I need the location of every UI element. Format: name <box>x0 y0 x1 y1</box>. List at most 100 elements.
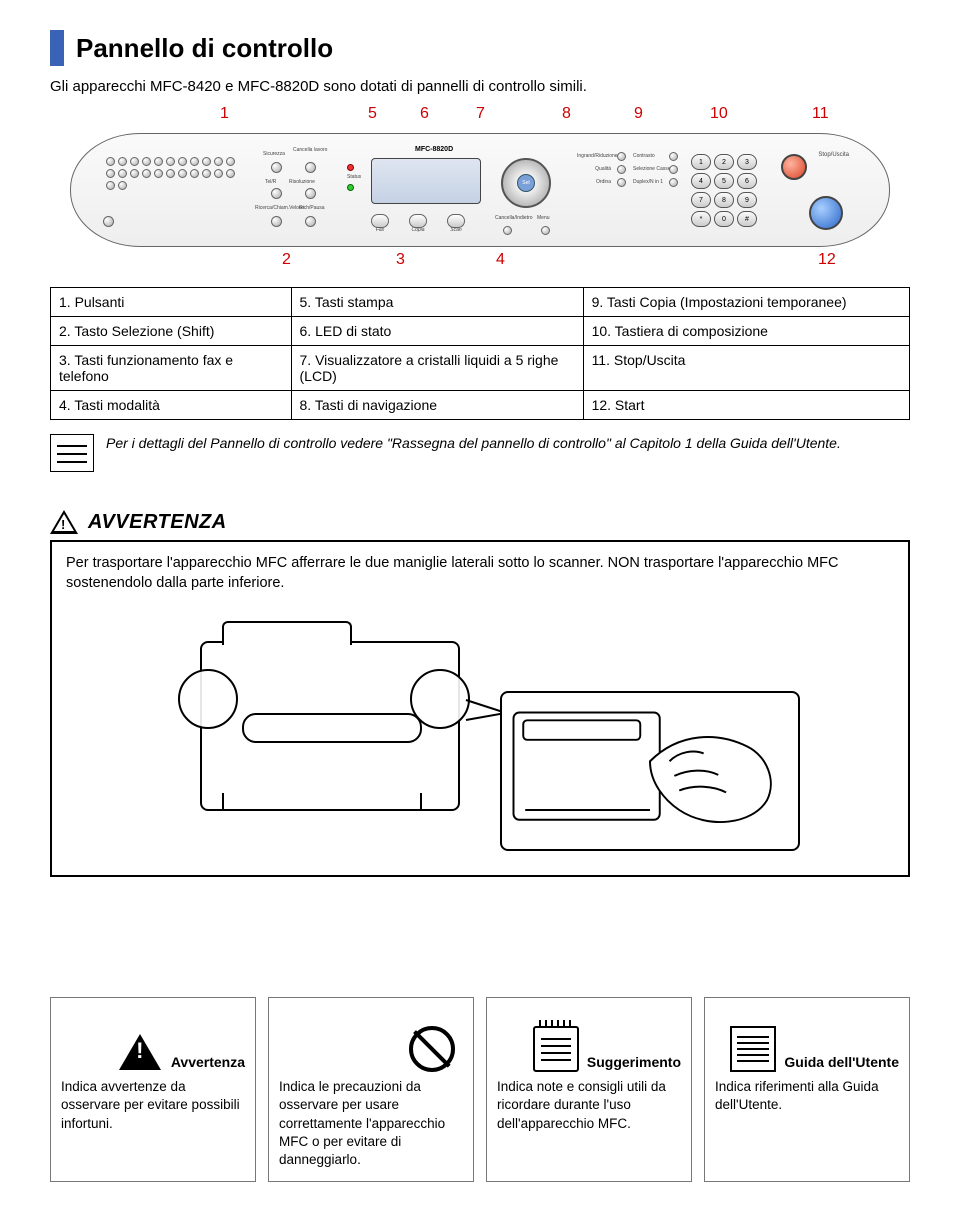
legend-cell: 3. Tasti funzionamento fax e telefono <box>51 346 292 391</box>
jobcancel-key <box>305 162 316 173</box>
dial-pad: 123456789*0# <box>691 154 757 227</box>
lbl-cancind: Cancella/Indietro <box>495 216 527 221</box>
zoom-lens-left <box>178 669 238 729</box>
legend-cell: 12. Start <box>583 391 909 420</box>
info-manual: Guida dell'Utente Indica riferimenti all… <box>704 997 910 1182</box>
page-title: Pannello di controllo <box>76 33 333 64</box>
set-button: Set <box>517 174 535 192</box>
legend-cell: 8. Tasti di navigazione <box>291 391 583 420</box>
callout-9: 9 <box>634 105 643 123</box>
legend-cell: 1. Pulsanti <box>51 288 292 317</box>
search-key <box>271 216 282 227</box>
legend-cell: 10. Tastiera di composizione <box>583 317 909 346</box>
legend-cell: 9. Tasti Copia (Impostazioni temporanee) <box>583 288 909 317</box>
lbl-cancella: Cancella lavoro <box>293 148 323 153</box>
control-panel: document.write(Array.from({length:24}).m… <box>70 133 890 247</box>
clear-key <box>503 226 512 235</box>
reference-note: Per i dettagli del Pannello di controllo… <box>50 434 910 472</box>
callout-6: 6 <box>420 105 429 123</box>
resolution-key <box>305 188 316 199</box>
dialkey-8: 8 <box>714 192 734 208</box>
legend-cell: 4. Tasti modalità <box>51 391 292 420</box>
callout-11: 11 <box>812 105 829 123</box>
warning-heading-row: ! AVVERTENZA <box>50 510 910 534</box>
callout-10: 10 <box>710 105 728 123</box>
info-warning: Avvertenza Indica avvertenze da osservar… <box>50 997 256 1182</box>
dialkey-#: # <box>737 211 757 227</box>
legend-cell: 6. LED di stato <box>291 317 583 346</box>
callout-4: 4 <box>496 251 505 269</box>
callout-2: 2 <box>282 251 291 269</box>
lbl-rich: Rich/Pausa <box>299 206 325 211</box>
mode-buttons: Fax Copia Scan <box>371 214 465 233</box>
onetouch-keys: document.write(Array.from({length:24}).m… <box>105 156 245 191</box>
callout-3: 3 <box>396 251 405 269</box>
info-caution: Indica le precauzioni da osservare per u… <box>268 997 474 1182</box>
prohibition-icon <box>409 1026 455 1072</box>
dialkey-3: 3 <box>737 154 757 170</box>
callout-8: 8 <box>562 105 571 123</box>
callouts-top: 1567891011 <box>50 105 910 133</box>
callouts-bottom: 2 3 4 12 <box>50 251 910 279</box>
dialkey-*: * <box>691 211 711 227</box>
title-accent-bar <box>50 30 64 66</box>
security-key <box>271 162 282 173</box>
lbl-menu: Menu <box>537 216 550 221</box>
info-tip-text: Indica note e consigli utili da ricordar… <box>497 1078 681 1133</box>
dialkey-7: 7 <box>691 192 711 208</box>
dialkey-5: 5 <box>714 173 734 189</box>
manual-icon <box>730 1026 776 1072</box>
copy-settings-2: Contrasto Selezione Cassetto Duplex/N in… <box>633 152 678 187</box>
warning-icon <box>117 1026 163 1072</box>
info-warning-text: Indica avvertenze da osservare per evita… <box>61 1078 245 1133</box>
legend-cell: 2. Tasto Selezione (Shift) <box>51 317 292 346</box>
control-panel-figure: document.write(Array.from({length:24}).m… <box>50 133 910 247</box>
callout-5: 5 <box>368 105 377 123</box>
info-tip-label: Suggerimento <box>587 1053 681 1072</box>
zoom-lens-right <box>410 669 470 729</box>
legend-cell: 7. Visualizzatore a cristalli liquidi a … <box>291 346 583 391</box>
warning-triangle-icon: ! <box>50 510 78 534</box>
warning-body: Per trasportare l'apparecchio MFC afferr… <box>66 554 894 593</box>
telr-key <box>271 188 282 199</box>
dialkey-1: 1 <box>691 154 711 170</box>
callout-12: 12 <box>818 251 836 269</box>
stop-button <box>781 154 807 180</box>
redial-key <box>305 216 316 227</box>
printer-outline <box>200 641 460 811</box>
info-warning-label: Avvertenza <box>171 1053 245 1072</box>
lbl-sicurezza: Sicurezza <box>263 152 285 157</box>
book-icon <box>50 434 94 472</box>
dialkey-4: 4 <box>691 173 711 189</box>
info-manual-label: Guida dell'Utente <box>784 1053 899 1072</box>
hand-detail-callout <box>500 691 800 851</box>
lbl-telr: Tel/R <box>265 180 276 185</box>
lbl-model: MFC-8820D <box>415 146 453 153</box>
device-handling-figure <box>160 611 800 861</box>
lbl-ricerca: Ricerca/Chiam.Veloce <box>255 206 299 211</box>
warning-heading: AVVERTENZA <box>88 511 227 534</box>
copy-settings: Ingrand/Riduzione Qualità Ordina <box>577 152 626 187</box>
info-caution-text: Indica le precauzioni da osservare per u… <box>279 1078 463 1169</box>
start-button <box>809 196 843 230</box>
notepad-icon <box>533 1026 579 1072</box>
page-subtitle: Gli apparecchi MFC-8420 e MFC-8820D sono… <box>50 78 910 95</box>
info-manual-text: Indica riferimenti alla Guida dell'Utent… <box>715 1078 899 1114</box>
warning-box: Per trasportare l'apparecchio MFC afferr… <box>50 540 910 877</box>
shift-key <box>103 216 114 227</box>
legend-cell: 5. Tasti stampa <box>291 288 583 317</box>
dialkey-6: 6 <box>737 173 757 189</box>
menu-key <box>541 226 550 235</box>
title-row: Pannello di controllo <box>50 30 910 66</box>
lbl-risol: Risoluzione <box>289 180 315 185</box>
dialkey-9: 9 <box>737 192 757 208</box>
status-leds: Status <box>347 164 361 191</box>
reference-note-text: Per i dettagli del Pannello di controllo… <box>106 434 841 453</box>
lcd-display <box>371 158 481 204</box>
lbl-stop: Stop/Uscita <box>818 152 849 158</box>
nav-dpad: Set <box>501 158 551 208</box>
legend-cell: 11. Stop/Uscita <box>583 346 909 391</box>
dialkey-0: 0 <box>714 211 734 227</box>
callout-7: 7 <box>476 105 485 123</box>
info-tip: Suggerimento Indica note e consigli util… <box>486 997 692 1182</box>
